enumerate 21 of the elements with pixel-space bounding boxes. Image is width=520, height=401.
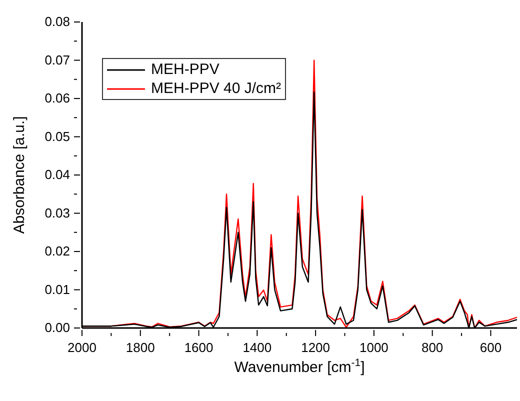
x-tick-label: 1800 — [126, 340, 155, 355]
x-tick-label: 1400 — [242, 340, 272, 355]
legend-label: MEH-PPV — [151, 60, 220, 79]
x-tick-label: 1200 — [301, 340, 330, 355]
y-tick-label: 0.04 — [44, 167, 70, 182]
y-tick-label: 0.07 — [44, 52, 70, 68]
x-tick-label: 800 — [421, 340, 444, 355]
legend-label: MEH-PPV 40 J/cm² — [151, 79, 282, 98]
x-tick-label: 1000 — [359, 340, 388, 355]
y-axis-title: Absorbance [a.u.] — [11, 116, 28, 234]
x-tick-label: 600 — [480, 340, 502, 355]
y-tick-label: 0.02 — [44, 244, 70, 258]
y-tick-label: 0.05 — [44, 128, 70, 144]
x-tick-label: 2000 — [68, 340, 96, 355]
x-tick-label: 1600 — [184, 340, 214, 355]
y-tick-label: 0.06 — [44, 90, 70, 106]
x-axis-title: Wavenumber [cm$^{-1}$] — [234, 357, 365, 376]
y-tick-label: 0.01 — [44, 282, 70, 297]
text: 0.00 — [44, 320, 70, 335]
y-tick-label: 0.03 — [44, 205, 70, 220]
y-tick-label: 0.08 — [44, 14, 70, 29]
